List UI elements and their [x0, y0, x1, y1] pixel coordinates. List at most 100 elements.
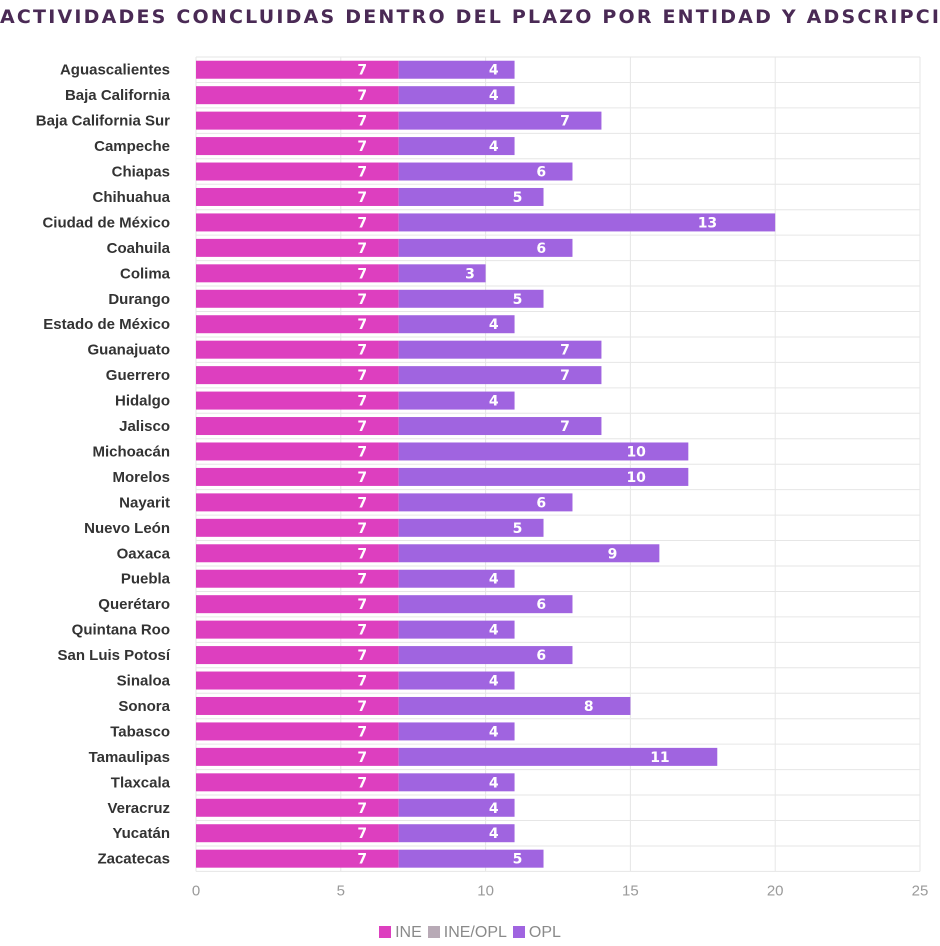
data-label: 7 [357, 368, 367, 384]
x-tick-label: 25 [912, 882, 929, 899]
data-label: 4 [489, 674, 499, 690]
category-label: Sonora [118, 698, 170, 715]
bar-ine [196, 798, 399, 817]
bar-opl [398, 213, 776, 232]
bar-opl [398, 646, 573, 665]
bar-ine [196, 162, 399, 181]
category-label: Aguascalientes [60, 62, 170, 79]
data-label: 4 [489, 572, 499, 588]
data-label: 3 [465, 266, 475, 282]
bar-ine [196, 315, 399, 334]
data-label: 5 [513, 521, 523, 537]
data-label: 4 [489, 724, 499, 740]
data-label: 7 [357, 546, 367, 562]
bars: 7 4 7 4 7 7 7 4 7 6 7 5 7 13 7 6 7 3 7 5 7 4 7 7 7 7 7 4 7 7 7 10 7 10 7 6 7… [196, 60, 776, 868]
data-label: 7 [357, 495, 367, 511]
category-label: Sinaloa [117, 673, 171, 690]
data-label: 7 [357, 623, 367, 639]
legend-label: OPL [528, 924, 561, 941]
data-label: 7 [357, 674, 367, 690]
data-label: 7 [357, 241, 367, 257]
bar-ine [196, 213, 399, 232]
data-label: 7 [357, 699, 367, 715]
category-label: Veracruz [107, 800, 170, 817]
data-label: 7 [357, 826, 367, 842]
category-label: Ciudad de México [42, 214, 170, 231]
bar-opl [398, 773, 515, 792]
bar-ine [196, 417, 399, 436]
data-label: 6 [536, 597, 546, 613]
data-label: 7 [357, 317, 367, 333]
category-label: Michoacán [92, 443, 170, 460]
data-label: 7 [357, 266, 367, 282]
category-label: Guerrero [106, 367, 170, 384]
bar-ine [196, 366, 399, 385]
data-label: 7 [560, 419, 570, 435]
x-tick-label: 10 [477, 882, 494, 899]
data-label: 10 [626, 470, 646, 486]
data-label: 7 [357, 88, 367, 104]
bar-opl [398, 467, 689, 486]
bar-opl [398, 518, 544, 537]
bar-opl [398, 798, 515, 817]
data-label: 7 [357, 521, 367, 537]
bar-opl [398, 696, 631, 715]
category-label: Colima [120, 265, 171, 282]
category-label: Tamaulipas [89, 749, 170, 766]
category-label: Coahuila [107, 240, 171, 257]
data-label: 7 [357, 470, 367, 486]
data-label: 4 [489, 394, 499, 410]
category-label: Guanajuato [87, 342, 170, 359]
bar-opl [398, 620, 515, 639]
bar-opl [398, 137, 515, 156]
bar-ine [196, 696, 399, 715]
data-label: 7 [560, 343, 570, 359]
category-label: San Luis Potosí [57, 647, 170, 664]
bar-ine [196, 671, 399, 690]
bar-opl [398, 238, 573, 257]
bar-ine [196, 722, 399, 741]
data-label: 4 [489, 139, 499, 155]
data-label: 4 [489, 623, 499, 639]
data-label: 7 [357, 597, 367, 613]
data-label: 4 [489, 88, 499, 104]
bar-ine [196, 111, 399, 130]
bar-opl [398, 747, 718, 766]
bar-ine [196, 340, 399, 359]
data-label: 7 [357, 444, 367, 460]
bar-opl [398, 722, 515, 741]
x-tick-label: 5 [337, 882, 345, 899]
bar-opl [398, 289, 544, 308]
data-label: 7 [357, 139, 367, 155]
data-label: 7 [357, 394, 367, 410]
category-label: Nuevo León [84, 520, 170, 537]
data-label: 5 [513, 852, 523, 868]
category-label: Nayarit [119, 494, 170, 511]
data-label: 7 [357, 190, 367, 206]
bar-opl [398, 60, 515, 79]
bar-opl [398, 111, 602, 130]
bar-ine [196, 518, 399, 537]
gridlines [195, 56, 921, 872]
x-axis-ticks: 0 5 10 15 20 25 [192, 882, 929, 899]
data-label: 7 [357, 63, 367, 79]
bar-ine [196, 824, 399, 843]
bar-ine [196, 849, 399, 868]
data-label: 7 [357, 648, 367, 664]
data-label: 6 [536, 165, 546, 181]
data-label: 7 [560, 368, 570, 384]
legend-item: INE [379, 924, 422, 942]
bar-ine [196, 86, 399, 105]
bar-ine [196, 493, 399, 512]
category-label: Morelos [112, 469, 170, 486]
category-label: Campeche [94, 138, 170, 155]
bar-opl [398, 340, 602, 359]
data-label: 6 [536, 648, 546, 664]
data-label: 7 [357, 419, 367, 435]
chart-title: ACTIVIDADES CONCLUIDAS DENTRO DEL PLAZO … [0, 6, 940, 28]
category-label: Tlaxcala [111, 774, 171, 791]
bar-ine [196, 569, 399, 588]
data-label: 10 [626, 444, 646, 460]
bar-opl [398, 366, 602, 385]
data-label: 7 [357, 114, 367, 130]
